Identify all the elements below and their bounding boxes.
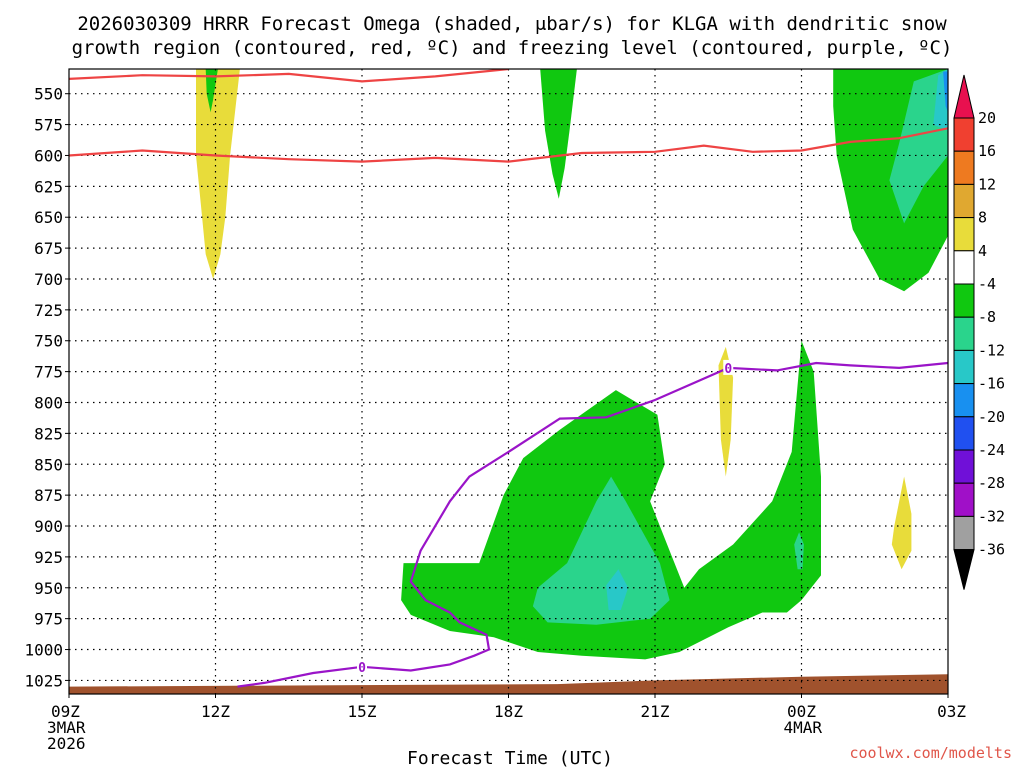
x-tick-date: 4MAR xyxy=(784,718,823,737)
colorbar-top-arrow xyxy=(953,74,975,119)
omega-region-4 xyxy=(889,69,948,224)
credit-text: coolwx.com/modelts xyxy=(849,744,1012,762)
colorbar-label: -4 xyxy=(978,275,996,293)
plot-content: 00 xyxy=(69,69,948,694)
colorbar-segment xyxy=(953,283,975,318)
y-tick-label: 800 xyxy=(34,393,63,412)
x-tick-label: 21Z xyxy=(641,702,670,721)
y-tick-label: 950 xyxy=(34,579,63,598)
colorbar-segment xyxy=(953,482,975,517)
x-axis-label: Forecast Time (UTC) xyxy=(407,748,613,768)
colorbar-segment xyxy=(953,150,975,185)
y-tick-label: 1000 xyxy=(24,641,63,660)
colorbar-label: 16 xyxy=(978,142,996,160)
y-tick-label: 625 xyxy=(34,177,63,196)
y-tick-label: 775 xyxy=(34,363,63,382)
plot-area: 0055057560062565067570072575077580082585… xyxy=(24,68,966,753)
x-tick-label: 03Z xyxy=(937,702,966,721)
y-tick-label: 900 xyxy=(34,517,63,536)
colorbar-label: 12 xyxy=(978,175,996,193)
omega-region-11 xyxy=(718,346,734,477)
y-tick-label: 650 xyxy=(34,208,63,227)
colorbar-segment xyxy=(953,416,975,451)
colorbar-label: -20 xyxy=(978,408,1005,426)
colorbar-label: -8 xyxy=(978,308,996,326)
y-tick-label: 750 xyxy=(34,332,63,351)
chart-title-line1: 2026030309 HRRR Forecast Omega (shaded, … xyxy=(77,13,947,35)
freezing-level-label-bg xyxy=(723,359,734,375)
colorbar-label: -12 xyxy=(978,341,1005,359)
x-tick-label: 18Z xyxy=(494,702,523,721)
y-tick-label: 550 xyxy=(34,85,63,104)
y-tick-label: 925 xyxy=(34,548,63,567)
y-tick-label: 975 xyxy=(34,610,63,629)
colorbar-label: 4 xyxy=(978,242,987,260)
colorbar-segment xyxy=(953,250,975,285)
colorbar-segment xyxy=(953,349,975,385)
dendritic-isotherm-0 xyxy=(69,69,509,83)
omega-region-12 xyxy=(891,476,912,570)
y-tick-label: 825 xyxy=(34,424,63,443)
x-tick-label: 15Z xyxy=(348,702,377,721)
y-tick-label: 675 xyxy=(34,239,63,258)
omega-region-6 xyxy=(943,71,948,113)
y-tick-label: 850 xyxy=(34,455,63,474)
y-tick-label: 600 xyxy=(34,146,63,165)
colorbar-label: -16 xyxy=(978,375,1005,393)
colorbar-label: -28 xyxy=(978,474,1005,492)
freezing-level-label: 0 xyxy=(358,661,366,676)
omega-region-10 xyxy=(794,532,804,570)
x-tick-label: 09Z xyxy=(51,702,80,721)
colorbar-bottom-arrow xyxy=(953,549,975,590)
colorbar-segment xyxy=(953,316,975,351)
x-tick-label: 00Z xyxy=(787,702,816,721)
colorbar-segment xyxy=(953,383,975,418)
colorbar-segment xyxy=(953,183,975,219)
colorbar-label: 8 xyxy=(978,209,987,227)
colorbar-label: -36 xyxy=(978,541,1005,559)
y-tick-label: 725 xyxy=(34,301,63,320)
colorbar-segment xyxy=(953,117,975,152)
omega-region-1 xyxy=(205,69,218,113)
colorbar-label: -32 xyxy=(978,507,1005,525)
y-tick-label: 875 xyxy=(34,486,63,505)
colorbar-segment xyxy=(953,449,975,484)
freezing-level-label: 0 xyxy=(724,362,732,377)
omega-region-9 xyxy=(606,569,629,610)
chart-title-line2: growth region (contoured, red, ºC) and f… xyxy=(72,37,953,59)
colorbar-label: -24 xyxy=(978,441,1005,459)
omega-region-2 xyxy=(540,69,577,199)
freezing-level-label-bg xyxy=(357,658,367,674)
omega-region-0 xyxy=(196,69,240,279)
x-tick-year: 2026 xyxy=(47,734,86,753)
colorbar-label: 20 xyxy=(978,109,996,127)
y-tick-label: 1025 xyxy=(24,671,63,690)
y-tick-label: 700 xyxy=(34,270,63,289)
y-tick-label: 575 xyxy=(34,116,63,135)
terrain-fill xyxy=(69,674,948,694)
dendritic-isotherm-1 xyxy=(69,127,948,163)
colorbar: 20 16 12 8 4 -4 -8 -12 -16 -20 -24 -28 -32 -36 xyxy=(953,74,1005,590)
x-tick-date: 3MAR xyxy=(47,718,86,737)
colorbar-segment xyxy=(953,515,975,551)
x-tick-label: 12Z xyxy=(201,702,230,721)
freezing-level-line xyxy=(237,361,948,688)
colorbar-segment xyxy=(953,217,975,252)
